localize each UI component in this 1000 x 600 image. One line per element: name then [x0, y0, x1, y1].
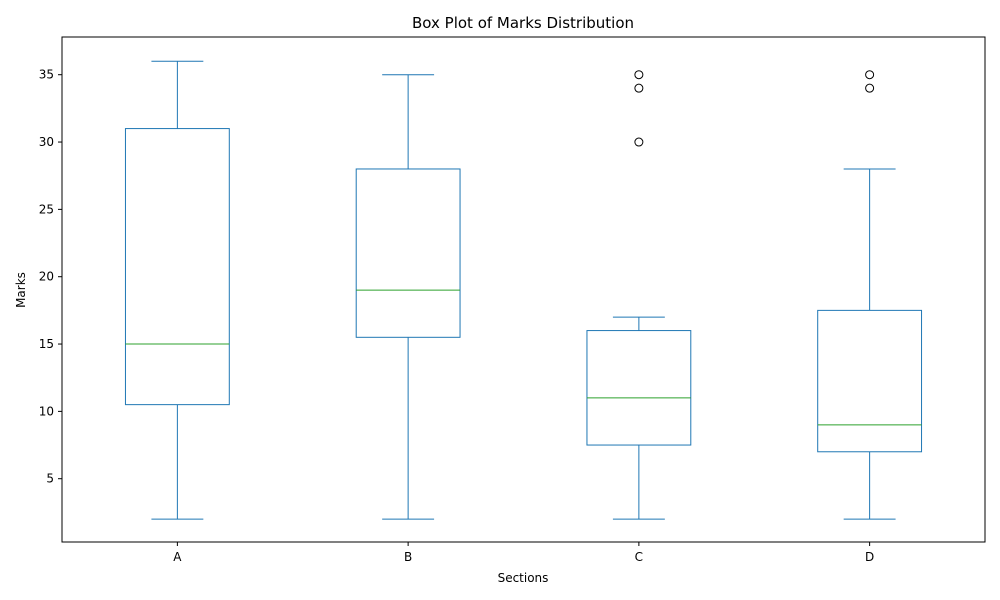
y-tick-label: 20 — [39, 270, 54, 284]
y-tick-label: 35 — [39, 68, 54, 82]
y-tick-label: 25 — [39, 202, 54, 216]
box-C — [586, 70, 692, 520]
y-tick-label: 5 — [46, 472, 54, 486]
box-body — [355, 168, 461, 338]
x-axis-label: Sections — [498, 571, 549, 585]
box-B — [355, 74, 461, 520]
plot-area — [124, 60, 923, 520]
y-tick-label: 30 — [39, 135, 54, 149]
box-body — [124, 128, 230, 406]
y-axis: 5 10 15 20 25 30 35 — [39, 68, 62, 486]
x-axis: A B C D — [173, 542, 874, 564]
box-D — [817, 70, 923, 520]
y-tick-label: 10 — [39, 404, 54, 418]
x-tick-label: D — [865, 550, 874, 564]
outlier-point — [634, 137, 644, 147]
outlier-point — [634, 70, 644, 80]
x-tick-label: C — [635, 550, 643, 564]
plot-frame — [61, 36, 986, 543]
x-tick-label: B — [404, 550, 412, 564]
box-body — [817, 309, 923, 453]
x-tick-label: A — [173, 550, 182, 564]
box-body — [586, 330, 692, 446]
outlier-point — [634, 83, 644, 93]
y-tick-label: 15 — [39, 337, 54, 351]
y-axis-label: Marks — [14, 272, 28, 308]
chart-title: Box Plot of Marks Distribution — [412, 14, 634, 32]
box-A — [124, 60, 230, 520]
outlier-point — [865, 70, 875, 80]
outlier-point — [865, 83, 875, 93]
